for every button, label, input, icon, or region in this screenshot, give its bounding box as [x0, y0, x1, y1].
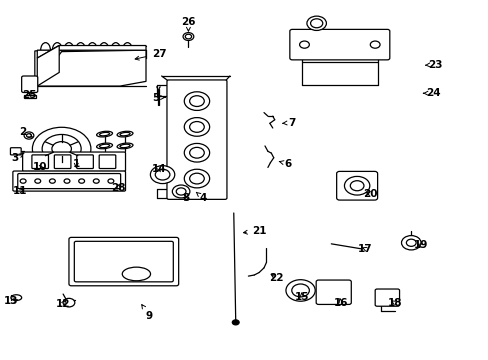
FancyBboxPatch shape: [22, 152, 125, 171]
Circle shape: [176, 188, 185, 195]
Circle shape: [52, 141, 71, 156]
Text: 4: 4: [196, 192, 206, 203]
Circle shape: [108, 179, 114, 183]
Circle shape: [63, 298, 75, 307]
Ellipse shape: [306, 16, 326, 31]
Circle shape: [184, 118, 209, 136]
Circle shape: [189, 147, 204, 158]
Circle shape: [35, 179, 41, 183]
Text: 10: 10: [32, 162, 47, 172]
Text: 17: 17: [357, 244, 372, 254]
Polygon shape: [37, 45, 59, 86]
Circle shape: [49, 179, 55, 183]
Ellipse shape: [99, 144, 109, 148]
Text: 15: 15: [294, 292, 308, 302]
Text: 23: 23: [425, 59, 442, 69]
Circle shape: [406, 239, 415, 246]
Ellipse shape: [310, 19, 322, 28]
Ellipse shape: [11, 295, 21, 301]
Circle shape: [184, 92, 209, 111]
Text: 3: 3: [12, 153, 24, 163]
Text: 13: 13: [4, 296, 19, 306]
Ellipse shape: [185, 34, 191, 39]
Polygon shape: [23, 95, 36, 98]
Circle shape: [155, 169, 169, 180]
Text: 18: 18: [386, 298, 401, 308]
Text: 1: 1: [73, 159, 80, 169]
Circle shape: [189, 122, 204, 132]
Circle shape: [401, 235, 420, 250]
FancyBboxPatch shape: [166, 80, 226, 199]
Ellipse shape: [120, 144, 130, 148]
FancyBboxPatch shape: [99, 155, 116, 168]
Circle shape: [64, 179, 70, 183]
FancyBboxPatch shape: [10, 148, 21, 155]
Circle shape: [42, 134, 81, 163]
FancyBboxPatch shape: [32, 155, 48, 168]
Text: 19: 19: [413, 240, 427, 250]
Circle shape: [291, 284, 309, 297]
FancyBboxPatch shape: [13, 171, 125, 191]
FancyBboxPatch shape: [74, 241, 173, 282]
Ellipse shape: [99, 132, 109, 136]
Text: 7: 7: [282, 118, 295, 128]
FancyBboxPatch shape: [69, 237, 178, 286]
Circle shape: [172, 185, 189, 198]
Ellipse shape: [117, 131, 133, 137]
Polygon shape: [35, 49, 144, 83]
Circle shape: [93, 179, 99, 183]
FancyBboxPatch shape: [21, 76, 38, 93]
Circle shape: [299, 41, 309, 48]
Polygon shape: [36, 50, 146, 86]
Circle shape: [184, 143, 209, 162]
Circle shape: [79, 179, 84, 183]
FancyBboxPatch shape: [336, 171, 377, 200]
Text: 8: 8: [182, 193, 189, 203]
FancyBboxPatch shape: [54, 155, 71, 168]
Text: 22: 22: [268, 273, 283, 283]
Text: 28: 28: [111, 183, 126, 193]
Circle shape: [344, 176, 369, 195]
Circle shape: [184, 169, 209, 188]
Ellipse shape: [97, 143, 112, 149]
FancyBboxPatch shape: [289, 30, 389, 60]
Ellipse shape: [183, 33, 193, 41]
FancyBboxPatch shape: [316, 280, 350, 305]
Text: 16: 16: [333, 298, 347, 308]
Circle shape: [189, 96, 204, 107]
Text: 25: 25: [21, 90, 36, 100]
Text: 27: 27: [135, 49, 166, 60]
Text: 9: 9: [142, 305, 153, 320]
Circle shape: [285, 280, 315, 301]
Text: 20: 20: [362, 189, 377, 199]
Text: 26: 26: [181, 17, 195, 31]
Circle shape: [150, 166, 174, 184]
FancyBboxPatch shape: [77, 155, 93, 168]
Circle shape: [232, 320, 239, 325]
Text: 2: 2: [19, 127, 32, 137]
FancyBboxPatch shape: [374, 289, 399, 306]
Text: 5: 5: [152, 93, 164, 103]
Polygon shape: [37, 45, 146, 58]
Ellipse shape: [117, 143, 133, 149]
Circle shape: [24, 132, 34, 139]
Text: 21: 21: [243, 226, 266, 236]
Circle shape: [26, 134, 31, 137]
Circle shape: [369, 41, 379, 48]
FancyBboxPatch shape: [18, 174, 121, 189]
Ellipse shape: [122, 267, 150, 281]
Text: 12: 12: [56, 299, 70, 309]
Circle shape: [20, 179, 26, 183]
Text: 24: 24: [423, 88, 440, 98]
Circle shape: [349, 181, 363, 191]
Text: 14: 14: [152, 164, 166, 174]
Circle shape: [32, 127, 91, 170]
Ellipse shape: [120, 132, 130, 136]
Circle shape: [189, 173, 204, 184]
Ellipse shape: [97, 131, 112, 137]
Text: 6: 6: [279, 159, 291, 169]
Text: 11: 11: [13, 186, 27, 196]
Polygon shape: [35, 49, 144, 86]
